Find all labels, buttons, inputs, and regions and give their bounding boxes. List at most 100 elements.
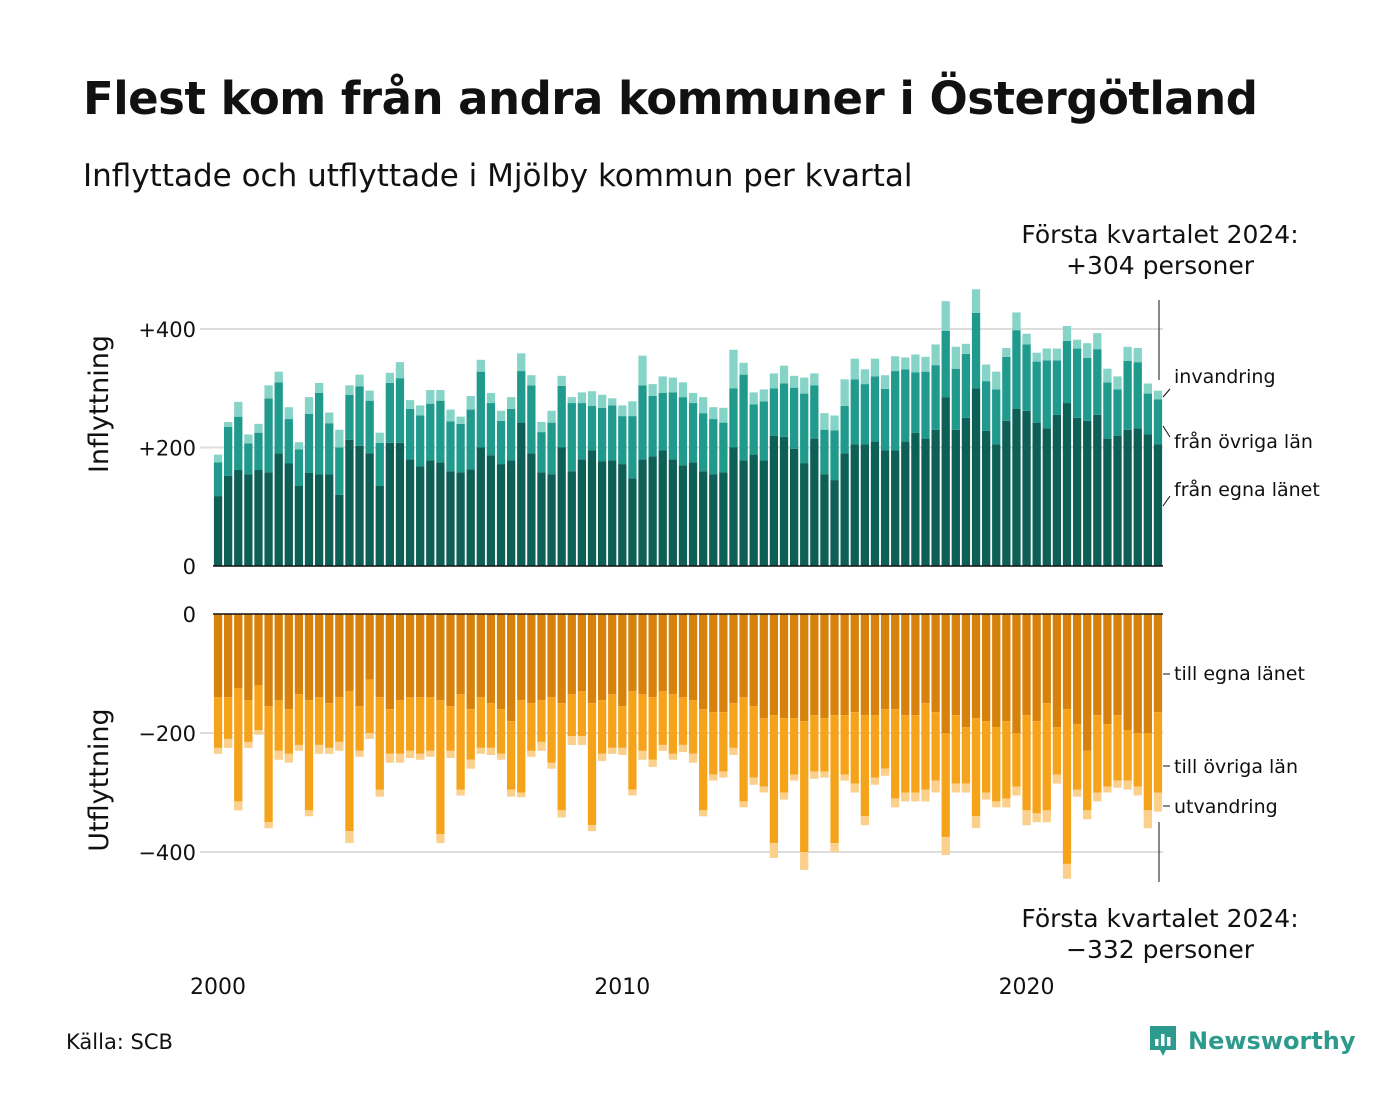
inflow-bar-segment [719, 422, 728, 473]
x-tick-label: 2010 [594, 975, 650, 1000]
outflow-bar-segment [1012, 614, 1021, 733]
outflow-bar-segment [567, 694, 576, 736]
inflow-bar-segment [1093, 333, 1102, 350]
outflow-bar-segment [547, 614, 556, 698]
outflow-bar-segment [911, 715, 920, 793]
outflow-bar-segment [830, 843, 839, 852]
outflow-bar-segment [405, 614, 415, 698]
inflow-bar-segment [375, 432, 384, 443]
outflow-bar-segment [769, 614, 779, 716]
outflow-bar-segment [224, 614, 233, 698]
outflow-bar-segment [547, 697, 556, 763]
outflow-bar-segment [789, 718, 799, 775]
inflow-bar-segment [224, 422, 233, 427]
outflow-axis-label: Utflyttning [84, 708, 115, 851]
outflow-bar-segment [911, 614, 920, 716]
outflow-bar-segment [931, 614, 940, 713]
outflow-bar-segment [830, 614, 839, 716]
inflow-bar-segment [365, 390, 374, 401]
outflow-bar-segment [891, 709, 900, 799]
outflow-bar-segment [739, 697, 748, 802]
outflow-bar-segment [1022, 810, 1031, 826]
outflow-bar-segment [1002, 614, 1011, 722]
inflow-bar-segment [658, 392, 667, 451]
inflow-bar-segment [395, 362, 405, 379]
outflow-bar-segment [537, 741, 546, 751]
inflow-bar-segment [517, 422, 526, 566]
inflow-bar-segment [1113, 389, 1122, 436]
inflow-bar-segment [567, 403, 576, 472]
outflow-bar-segment [577, 735, 587, 745]
inflow-bar-segment [395, 378, 405, 443]
outflow-bar-segment [527, 703, 536, 751]
inflow-bar-segment [567, 471, 576, 566]
brand-logo[interactable]: Newsworthy [1148, 1024, 1356, 1058]
outflow-bar-segment [668, 694, 677, 754]
inflow-bar-segment [901, 369, 910, 442]
outflow-bar-segment [1093, 792, 1102, 802]
inflow-bar-segment [254, 470, 263, 566]
outflow-bar-segment [405, 750, 415, 758]
outflow-bar-segment [213, 697, 223, 748]
outflow-bar-segment [779, 792, 789, 800]
outflow-bar-segment [800, 852, 809, 870]
inflow-bar-segment [880, 375, 890, 389]
outflow-bars [213, 614, 1163, 879]
inflow-bar-segment [729, 447, 738, 566]
outflow-bar-segment [416, 614, 425, 698]
outflow-bar-segment [395, 700, 405, 754]
outflow-bar-segment [325, 614, 334, 704]
inflow-bar-segment [699, 471, 708, 566]
inflow-bar-segment [800, 377, 809, 394]
outflow-bar-segment [355, 706, 364, 751]
outflow-bar-segment [961, 614, 971, 728]
inflow-bar-segment [961, 343, 971, 354]
outflow-bar-segment [1143, 733, 1152, 811]
inflow-bar-segment [870, 376, 880, 442]
inflow-bar-segment [304, 413, 314, 473]
outflow-bar-segment [587, 614, 597, 704]
outflow-bar-segment [345, 614, 354, 692]
outflow-bar-segment [1093, 715, 1102, 793]
inflow-bar-segment [335, 494, 344, 566]
outflow-bar-segment [800, 721, 809, 852]
inflow-bar-segment [436, 400, 445, 463]
inflow-bar-segment [213, 496, 223, 566]
outflow-bar-segment [304, 614, 314, 701]
inflow-bar-segment [527, 385, 536, 454]
outflow-bar-segment [800, 614, 809, 722]
inflow-bar-segment [1123, 360, 1132, 430]
inflow-bar-segment [688, 392, 698, 404]
outflow-bar-segment [496, 709, 506, 754]
outflow-bar-segment [496, 614, 506, 710]
outflow-bar-segment [597, 753, 607, 761]
inflow-bar-segment [456, 416, 465, 424]
outflow-bar-segment [1072, 614, 1082, 725]
outflow-bar-segment [557, 614, 566, 704]
inflow-bar-segment [506, 408, 516, 461]
outflow-bar-segment [1133, 733, 1142, 787]
outflow-bar-segment [850, 712, 859, 784]
inflow-bar-segment [699, 413, 708, 472]
outflow-bar-segment [648, 759, 657, 767]
inflow-bar-segment [537, 422, 546, 433]
inflow-bar-segment [981, 381, 991, 431]
outflow-bar-segment [860, 715, 870, 817]
inflow-bar-segment [547, 410, 556, 423]
outflow-bar-segment [1022, 614, 1031, 716]
outflow-bar-segment [1083, 750, 1092, 811]
inflow-bar-segment [385, 442, 395, 566]
outflow-bar-segment [688, 753, 698, 763]
inflow-bar-segment [638, 355, 647, 386]
inflow-bar-segment [800, 463, 809, 566]
outflow-bar-segment [1133, 614, 1142, 733]
outflow-bar-segment [891, 614, 900, 710]
outflow-bar-segment [345, 691, 354, 832]
inflow-bar-segment [789, 387, 799, 449]
inflow-bar-segment [385, 372, 395, 383]
inflow-bar-segment [355, 445, 364, 566]
inflow-bar-segment [426, 390, 435, 404]
outflow-bar-segment [365, 733, 374, 739]
outflow-bar-segment [880, 768, 890, 776]
inflow-bar-segment [597, 407, 607, 462]
